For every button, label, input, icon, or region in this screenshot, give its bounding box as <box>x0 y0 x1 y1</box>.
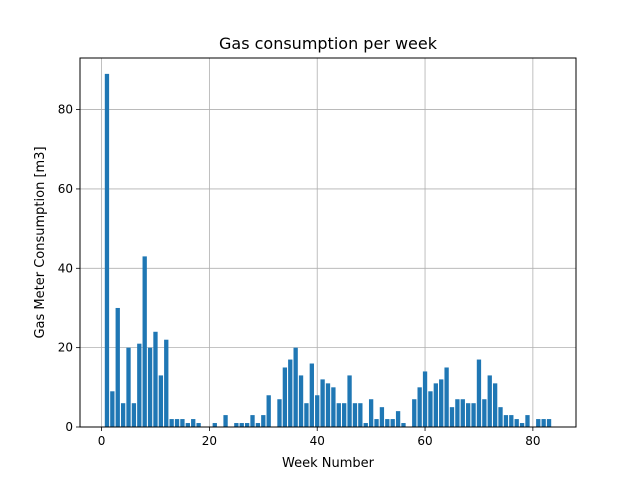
bar-week-31 <box>266 395 271 427</box>
bar-week-82 <box>541 419 546 427</box>
bar-week-53 <box>385 419 390 427</box>
x-tick-label: 20 <box>202 434 217 448</box>
bar-week-68 <box>466 403 471 427</box>
bar-week-36 <box>293 347 298 427</box>
bar-week-7 <box>137 343 142 427</box>
bar-week-38 <box>304 403 309 427</box>
bar-week-66 <box>455 399 460 427</box>
x-tick-label: 60 <box>417 434 432 448</box>
bar-week-28 <box>250 415 255 427</box>
bar-week-27 <box>244 423 250 427</box>
bar-week-51 <box>374 419 379 427</box>
bar-week-78 <box>519 423 525 427</box>
bar-week-12 <box>164 339 169 427</box>
bar-week-13 <box>169 419 174 427</box>
bar-week-30 <box>261 415 266 427</box>
x-tick-label: 40 <box>310 434 325 448</box>
bar-week-54 <box>390 419 395 427</box>
bar-week-45 <box>342 403 347 427</box>
plot-frame <box>79 57 577 428</box>
bar-week-34 <box>282 367 288 427</box>
bars <box>104 73 552 427</box>
bar-week-69 <box>471 403 476 427</box>
bar-week-79 <box>525 415 530 427</box>
bar-week-29 <box>255 423 261 427</box>
bar-week-64 <box>444 367 449 427</box>
bar-week-17 <box>191 419 196 427</box>
bar-week-46 <box>347 375 352 427</box>
bar-week-83 <box>546 419 552 427</box>
bar-week-52 <box>379 407 385 427</box>
x-tick-label: 80 <box>525 434 540 448</box>
y-tick-label: 80 <box>58 103 73 117</box>
bar-week-59 <box>417 387 422 427</box>
bar-week-35 <box>288 359 293 427</box>
bar-week-41 <box>320 379 325 427</box>
bar-week-73 <box>492 383 498 427</box>
bar-week-76 <box>509 415 514 427</box>
bar-week-70 <box>476 359 482 427</box>
bar-week-58 <box>412 399 417 427</box>
bar-week-39 <box>309 363 314 427</box>
bar-week-15 <box>180 419 185 427</box>
bar-week-81 <box>536 419 541 427</box>
bar-week-72 <box>487 375 492 427</box>
bar-week-2 <box>110 391 115 427</box>
bar-week-65 <box>449 407 455 427</box>
bar-week-10 <box>153 331 158 427</box>
bar-week-5 <box>126 347 131 427</box>
y-tick-label: 0 <box>65 420 73 434</box>
bar-week-14 <box>174 419 180 427</box>
bar-week-62 <box>433 383 438 427</box>
bar-week-42 <box>325 383 331 427</box>
bar-week-18 <box>196 423 201 427</box>
bar-week-55 <box>395 411 401 427</box>
bar-week-21 <box>212 423 217 427</box>
bar-week-61 <box>428 391 433 427</box>
bar-week-47 <box>352 403 358 427</box>
y-tick-label: 20 <box>58 341 73 355</box>
axis-ticks: 0 20 40 60 80 0 20 40 60 80 <box>58 103 541 448</box>
y-axis-label: Gas Meter Consumption [m3] <box>33 146 48 338</box>
bar-week-49 <box>363 423 368 427</box>
x-axis-label: Week Number <box>282 456 375 471</box>
bar-week-77 <box>514 419 519 427</box>
bar-week-67 <box>460 399 465 427</box>
bar-week-11 <box>158 375 164 427</box>
bar-week-50 <box>368 399 374 427</box>
x-tick-label: 0 <box>98 434 106 448</box>
bar-week-4 <box>120 403 126 427</box>
bar-week-26 <box>239 423 244 427</box>
bar-week-16 <box>185 423 190 427</box>
bar-week-9 <box>147 347 153 427</box>
bar-week-33 <box>277 399 282 427</box>
bar-week-23 <box>223 415 228 427</box>
bar-week-71 <box>482 399 487 427</box>
bar-week-48 <box>358 403 363 427</box>
bar-week-25 <box>234 423 239 427</box>
bar-week-44 <box>336 403 341 427</box>
bar-week-56 <box>401 423 406 427</box>
bar-week-6 <box>131 403 137 427</box>
y-tick-label: 60 <box>58 182 73 196</box>
bar-week-75 <box>503 415 509 427</box>
bar-week-3 <box>115 307 120 427</box>
bar-week-60 <box>422 371 428 427</box>
bar-week-1 <box>104 73 110 427</box>
bar-week-74 <box>498 407 503 427</box>
bar-week-43 <box>331 387 336 427</box>
bar-week-40 <box>315 395 320 427</box>
bar-week-8 <box>142 256 147 427</box>
chart-title: Gas consumption per week <box>219 34 438 53</box>
y-tick-label: 40 <box>58 261 73 275</box>
bar-week-37 <box>298 375 304 427</box>
bar-week-63 <box>439 379 444 427</box>
